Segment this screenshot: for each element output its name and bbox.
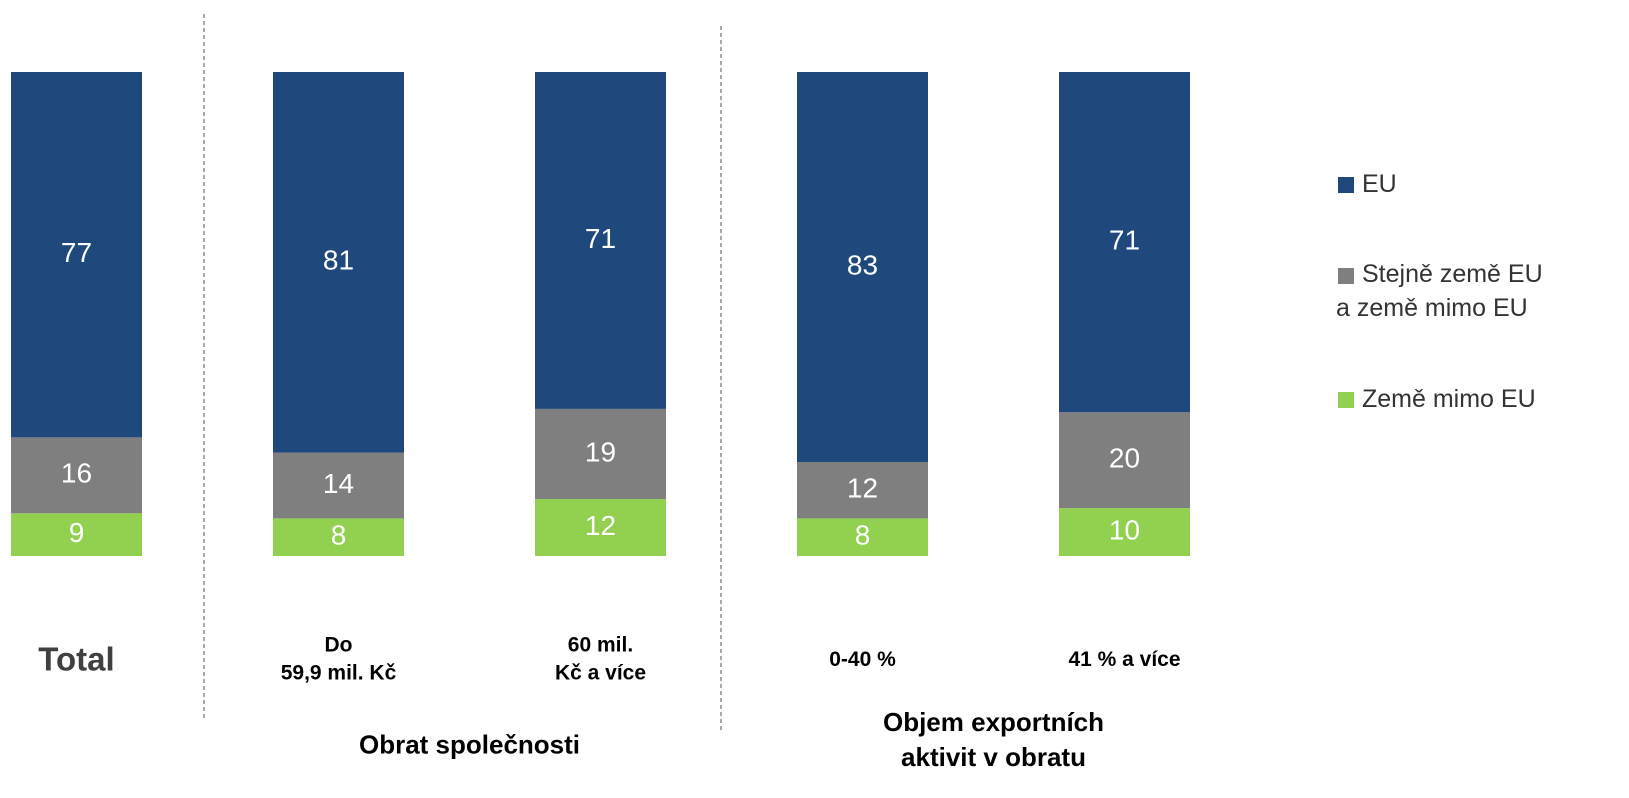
bar-segment: [1059, 412, 1190, 509]
bar-segment: [535, 72, 666, 409]
value-label: 12: [585, 510, 616, 541]
bar-segment: [1059, 508, 1190, 556]
legend-swatch: [1338, 268, 1354, 284]
value-label: 19: [585, 436, 616, 467]
value-label: 16: [61, 458, 92, 489]
bar-segment: [797, 462, 928, 519]
value-label: 8: [331, 520, 347, 551]
value-label: 12: [847, 473, 878, 504]
category-label: Total: [38, 640, 115, 678]
legend-swatch: [1338, 177, 1354, 193]
bar-segment: [797, 72, 928, 463]
bar-segment: [11, 513, 142, 556]
legend-swatch: [1338, 392, 1354, 408]
bar-segment: [273, 518, 404, 556]
legend-label: Země mimo EU: [1362, 385, 1536, 413]
value-label: 71: [1109, 225, 1140, 256]
bar-segment: [535, 499, 666, 556]
legend-label: Stejně země EU a země mimo EU: [1336, 260, 1543, 322]
group-label: Objem exportních aktivit v obratu: [882, 706, 1105, 772]
group-label: Obrat společnosti: [358, 729, 581, 760]
bar-segment: [11, 72, 142, 438]
bar-segment: [1059, 72, 1190, 413]
value-label: 71: [585, 223, 616, 254]
legend-label: EU: [1362, 170, 1397, 198]
category-label: 41 % a více: [1068, 647, 1181, 671]
value-label: 14: [323, 468, 354, 499]
category-label: 60 mil. Kč a více: [554, 633, 647, 685]
category-label: Do 59,9 mil. Kč: [280, 633, 397, 685]
value-label: 20: [1109, 443, 1140, 474]
bar-segment: [273, 72, 404, 453]
value-label: 81: [323, 245, 354, 276]
value-label: 9: [69, 517, 85, 548]
bar-segment: [273, 452, 404, 519]
value-label: 77: [61, 237, 92, 268]
value-label: 8: [855, 520, 871, 551]
value-label: 83: [847, 249, 878, 280]
bar-segment: [797, 518, 928, 556]
bar-segment: [535, 408, 666, 500]
bar-segment: [11, 437, 142, 514]
category-label: 0-40 %: [829, 647, 896, 671]
value-label: 10: [1109, 514, 1140, 545]
